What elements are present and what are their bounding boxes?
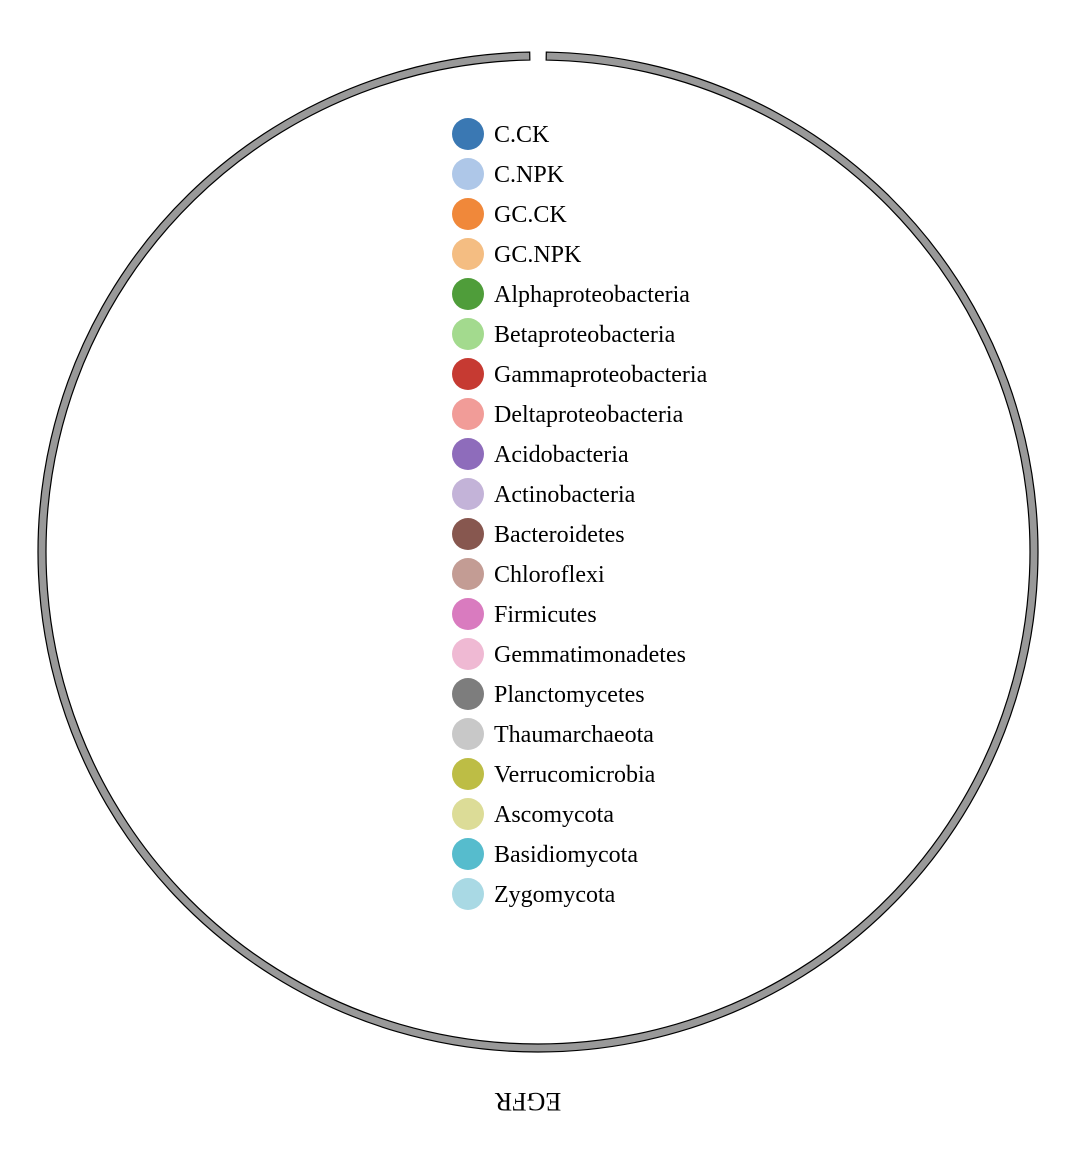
legend-swatch bbox=[452, 558, 484, 590]
legend-swatch bbox=[452, 158, 484, 190]
legend-item: Thaumarchaeota bbox=[452, 718, 654, 750]
legend-item: Chloroflexi bbox=[452, 558, 605, 590]
legend-item: Verrucomicrobia bbox=[452, 758, 656, 790]
ring-label-egfr: EGFR bbox=[494, 1087, 561, 1116]
legend-item: Gammaproteobacteria bbox=[452, 358, 708, 390]
legend-swatch bbox=[452, 118, 484, 150]
legend-swatch bbox=[452, 838, 484, 870]
legend-label: Gammaproteobacteria bbox=[494, 362, 708, 388]
legend-label: Gemmatimonadetes bbox=[494, 642, 686, 668]
legend-item: Ascomycota bbox=[452, 798, 614, 830]
legend-label: C.CK bbox=[494, 122, 550, 148]
legend-item: Acidobacteria bbox=[452, 438, 629, 470]
legend-swatch bbox=[452, 718, 484, 750]
legend-label: C.NPK bbox=[494, 162, 565, 188]
legend-swatch bbox=[452, 438, 484, 470]
legend-label: Acidobacteria bbox=[494, 442, 629, 468]
legend-label: Ascomycota bbox=[494, 802, 614, 828]
legend-swatch bbox=[452, 638, 484, 670]
legend-item: Planctomycetes bbox=[452, 678, 645, 710]
legend-swatch bbox=[452, 238, 484, 270]
legend-swatch bbox=[452, 798, 484, 830]
legend-swatch bbox=[452, 598, 484, 630]
legend-swatch bbox=[452, 358, 484, 390]
legend-label: Actinobacteria bbox=[494, 482, 636, 508]
legend-swatch bbox=[452, 678, 484, 710]
legend-swatch bbox=[452, 518, 484, 550]
legend-item: Zygomycota bbox=[452, 878, 616, 910]
legend-label: Betaproteobacteria bbox=[494, 322, 676, 348]
legend-label: Zygomycota bbox=[494, 882, 616, 908]
legend-item: C.CK bbox=[452, 118, 550, 150]
legend-item: Betaproteobacteria bbox=[452, 318, 676, 350]
legend-item: Alphaproteobacteria bbox=[452, 278, 690, 310]
legend-label: Alphaproteobacteria bbox=[494, 282, 690, 308]
legend-label: Thaumarchaeota bbox=[494, 722, 654, 748]
legend-swatch bbox=[452, 878, 484, 910]
legend-label: Firmicutes bbox=[494, 602, 597, 628]
legend-item: GC.NPK bbox=[452, 238, 582, 270]
egfr-ring-segment bbox=[37, 51, 1039, 1053]
legend-item: Bacteroidetes bbox=[452, 518, 625, 550]
legend-swatch bbox=[452, 318, 484, 350]
legend-swatch bbox=[452, 278, 484, 310]
legend: C.CK C.NPK GC.CK GC.NPK Alphaproteobacteria B… bbox=[452, 118, 708, 910]
legend-label: Deltaproteobacteria bbox=[494, 402, 684, 428]
legend-label: Planctomycetes bbox=[494, 682, 645, 708]
legend-item: C.NPK bbox=[452, 158, 565, 190]
legend-swatch bbox=[452, 198, 484, 230]
legend-label: Bacteroidetes bbox=[494, 522, 625, 548]
legend-item: Gemmatimonadetes bbox=[452, 638, 686, 670]
legend-item: Basidiomycota bbox=[452, 838, 638, 870]
legend-label: Verrucomicrobia bbox=[494, 762, 656, 788]
legend-label: Basidiomycota bbox=[494, 842, 638, 868]
legend-swatch bbox=[452, 758, 484, 790]
legend-swatch bbox=[452, 398, 484, 430]
legend-swatch bbox=[452, 478, 484, 510]
legend-item: Firmicutes bbox=[452, 598, 597, 630]
legend-item: Actinobacteria bbox=[452, 478, 636, 510]
legend-label: Chloroflexi bbox=[494, 562, 605, 588]
legend-item: GC.CK bbox=[452, 198, 567, 230]
legend-label: GC.CK bbox=[494, 202, 567, 228]
legend-item: Deltaproteobacteria bbox=[452, 398, 684, 430]
legend-label: GC.NPK bbox=[494, 242, 582, 268]
